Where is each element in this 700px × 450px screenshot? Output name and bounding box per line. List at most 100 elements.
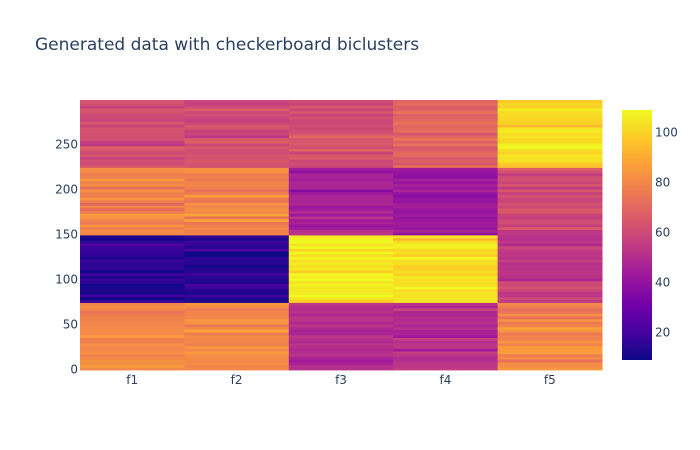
heatmap-cell <box>80 181 185 185</box>
heatmap-cell <box>393 199 499 203</box>
heatmap-cell <box>288 108 394 112</box>
heatmap-cell <box>80 132 185 136</box>
heatmap-cell <box>497 326 603 330</box>
heatmap-cell <box>184 345 290 349</box>
heatmap-cell <box>80 245 185 249</box>
heatmap-cell <box>184 267 290 271</box>
x-tick-label: f2 <box>231 373 243 387</box>
heatmap-cell <box>184 289 290 293</box>
heatmap-cell <box>497 272 603 276</box>
heatmap-cell <box>80 334 185 338</box>
heatmap-cell <box>184 221 290 225</box>
heatmap-cell <box>497 202 603 206</box>
heatmap-cell <box>80 351 185 355</box>
heatmap-cell <box>288 297 394 301</box>
heatmap-cell <box>80 272 185 276</box>
heatmap-cell <box>184 297 290 301</box>
heatmap-cell <box>184 310 290 314</box>
heatmap-cell <box>80 124 185 128</box>
heatmap-cell <box>288 118 394 122</box>
heatmap-cell <box>497 167 603 171</box>
heatmap-cell <box>393 194 499 198</box>
heatmap-cell <box>288 359 394 363</box>
heatmap-cell <box>288 364 394 368</box>
colorbar-tick-label: 100 <box>655 126 678 140</box>
heatmap-cell <box>80 202 185 206</box>
heatmap-cell <box>393 143 499 147</box>
heatmap-cell <box>393 302 499 306</box>
y-axis-ticks: 0 50 100 150 200 250 <box>55 138 78 377</box>
heatmap-cell <box>80 145 185 149</box>
heatmap-cell <box>393 329 499 333</box>
heatmap-cell <box>393 189 499 193</box>
heatmap-cell <box>497 221 603 225</box>
heatmap-cell <box>184 191 290 195</box>
heatmap-cell <box>288 216 394 220</box>
heatmap-cell <box>80 313 185 317</box>
heatmap-cell <box>497 332 603 336</box>
heatmap-cell <box>497 116 603 120</box>
heatmap-cell <box>393 278 499 282</box>
heatmap-cell <box>393 340 499 344</box>
heatmap-cell <box>288 159 394 163</box>
heatmap-cell <box>80 143 185 147</box>
heatmap-cell <box>393 367 499 371</box>
heatmap-cell <box>497 148 603 152</box>
heatmap-cell <box>393 183 499 187</box>
heatmap-cell <box>80 251 185 255</box>
heatmap-cell <box>80 259 185 263</box>
heatmap-block-f1-3 <box>80 100 185 168</box>
heatmap-cell <box>80 340 185 344</box>
heatmap-cell <box>393 129 499 133</box>
heatmap-cell <box>497 367 603 371</box>
heatmap-cell <box>184 210 290 214</box>
heatmap-cell <box>288 116 394 120</box>
heatmap-cell <box>80 216 185 220</box>
heatmap-cell <box>184 305 290 309</box>
heatmap-cell <box>184 205 290 209</box>
heatmap-cell <box>393 121 499 125</box>
heatmap-cell <box>80 256 185 260</box>
heatmap-cell <box>393 181 499 185</box>
heatmap-cell <box>80 102 185 106</box>
heatmap-cell <box>393 216 499 220</box>
heatmap-cell <box>393 113 499 117</box>
heatmap-cell <box>184 275 290 279</box>
heatmap-cell <box>184 154 290 158</box>
heatmap-cell <box>184 237 290 241</box>
heatmap-cell <box>184 367 290 371</box>
heatmap-cell <box>393 156 499 160</box>
heatmap-cell <box>80 170 185 174</box>
heatmap-cell <box>393 307 499 311</box>
heatmap-block-f1-1 <box>80 235 185 303</box>
heatmap-cell <box>288 132 394 136</box>
heatmap-cell <box>393 337 499 341</box>
heatmap-cell <box>393 124 499 128</box>
heatmap-cell <box>393 237 499 241</box>
heatmap-cell <box>497 181 603 185</box>
heatmap-cell <box>497 145 603 149</box>
heatmap-cell <box>288 151 394 155</box>
heatmap-block-f4-3 <box>393 100 499 168</box>
heatmap-cell <box>393 270 499 274</box>
heatmap-cell <box>497 286 603 290</box>
heatmap-cell <box>497 334 603 338</box>
heatmap-cell <box>184 280 290 284</box>
heatmap-cell <box>288 100 394 104</box>
heatmap-cell <box>80 210 185 214</box>
heatmap-cell <box>393 162 499 166</box>
heatmap-cell <box>184 240 290 244</box>
heatmap-cell <box>393 205 499 209</box>
heatmap-cell <box>184 348 290 352</box>
heatmap-cell <box>288 270 394 274</box>
heatmap-cell <box>497 102 603 106</box>
heatmap-cell <box>184 213 290 217</box>
heatmap-cell <box>497 343 603 347</box>
heatmap-cell <box>393 191 499 195</box>
heatmap-cell <box>393 291 499 295</box>
heatmap-cell <box>288 324 394 328</box>
heatmap-cell <box>288 143 394 147</box>
heatmap-cell <box>184 181 290 185</box>
heatmap-cell <box>393 305 499 309</box>
